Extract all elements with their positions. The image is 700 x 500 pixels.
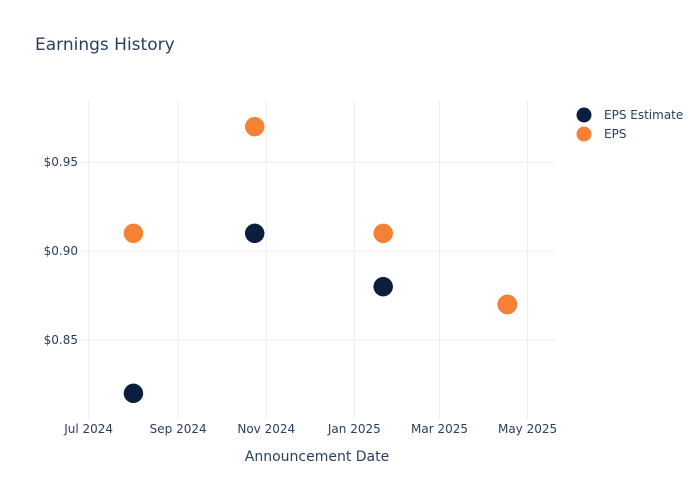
data-point[interactable] — [123, 223, 144, 244]
data-point[interactable] — [373, 223, 393, 244]
data-point[interactable] — [244, 116, 265, 137]
data-point[interactable] — [244, 223, 265, 244]
x-tick-label: Nov 2024 — [237, 422, 295, 436]
legend: EPS Estimate EPS — [576, 107, 684, 142]
x-tick-label: Mar 2025 — [411, 422, 468, 436]
y-tick-label: $0.95 — [44, 155, 78, 169]
x-axis-title: Announcement Date — [245, 449, 389, 465]
x-tick-label: Sep 2024 — [150, 422, 207, 436]
legend-marker — [576, 126, 592, 142]
legend-item[interactable]: EPS Estimate — [576, 107, 684, 123]
y-gridlines — [80, 161, 555, 341]
data-points — [123, 116, 518, 404]
x-tick-label: Jul 2024 — [63, 422, 113, 436]
x-tick-label: Jan 2025 — [327, 422, 381, 436]
x-gridlines — [88, 100, 529, 420]
legend-marker — [576, 107, 592, 123]
data-point[interactable] — [497, 294, 518, 315]
x-tick-labels: Jul 2024 Sep 2024 Nov 2024 Jan 2025 Mar 2025… — [63, 422, 557, 436]
series-1 — [123, 116, 518, 315]
legend-label: EPS Estimate — [604, 108, 683, 122]
y-tick-label: $0.85 — [44, 333, 78, 347]
data-point[interactable] — [373, 276, 393, 297]
legend-item[interactable]: EPS — [576, 126, 627, 142]
x-tick-label: May 2025 — [498, 422, 557, 436]
y-tick-labels: $0.85 $0.90 $0.95 — [44, 155, 78, 347]
y-tick-label: $0.90 — [44, 244, 78, 258]
legend-label: EPS — [604, 127, 626, 141]
data-point[interactable] — [123, 383, 144, 404]
chart-title: Earnings History — [35, 35, 175, 55]
